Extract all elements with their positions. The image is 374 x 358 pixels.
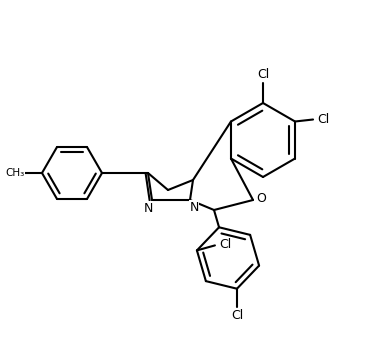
Text: Cl: Cl [231,309,243,322]
Text: Cl: Cl [257,68,269,81]
Text: Cl: Cl [219,238,231,251]
Text: O: O [256,192,266,204]
Text: Cl: Cl [317,113,329,126]
Text: N: N [143,202,153,214]
Text: CH₃: CH₃ [5,168,25,178]
Text: N: N [189,200,199,213]
